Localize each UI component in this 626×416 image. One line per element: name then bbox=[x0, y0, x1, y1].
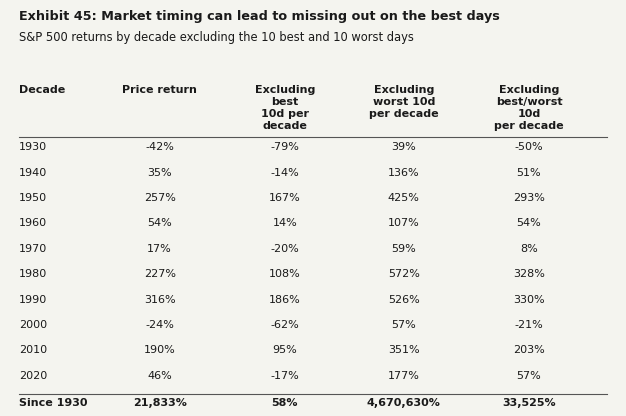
Text: Excluding
worst 10d
per decade: Excluding worst 10d per decade bbox=[369, 85, 439, 119]
Text: 190%: 190% bbox=[144, 345, 175, 355]
Text: 203%: 203% bbox=[513, 345, 545, 355]
Text: 21,833%: 21,833% bbox=[133, 398, 187, 408]
Text: 8%: 8% bbox=[520, 244, 538, 254]
Text: 51%: 51% bbox=[516, 168, 541, 178]
Text: 328%: 328% bbox=[513, 269, 545, 279]
Text: -42%: -42% bbox=[145, 142, 174, 152]
Text: Since 1930: Since 1930 bbox=[19, 398, 87, 408]
Text: 39%: 39% bbox=[391, 142, 416, 152]
Text: 4,670,630%: 4,670,630% bbox=[367, 398, 441, 408]
Text: Decade: Decade bbox=[19, 85, 65, 95]
Text: 293%: 293% bbox=[513, 193, 545, 203]
Text: 316%: 316% bbox=[144, 295, 175, 305]
Text: 2020: 2020 bbox=[19, 371, 47, 381]
Text: Exhibit 45: Market timing can lead to missing out on the best days: Exhibit 45: Market timing can lead to mi… bbox=[19, 10, 500, 23]
Text: 57%: 57% bbox=[391, 320, 416, 330]
Text: 33,525%: 33,525% bbox=[502, 398, 556, 408]
Text: 227%: 227% bbox=[143, 269, 176, 279]
Text: Excluding
best/worst
10d
per decade: Excluding best/worst 10d per decade bbox=[494, 85, 564, 131]
Text: -62%: -62% bbox=[270, 320, 299, 330]
Text: 17%: 17% bbox=[147, 244, 172, 254]
Text: 425%: 425% bbox=[388, 193, 419, 203]
Text: 1970: 1970 bbox=[19, 244, 47, 254]
Text: -17%: -17% bbox=[270, 371, 299, 381]
Text: 186%: 186% bbox=[269, 295, 300, 305]
Text: 330%: 330% bbox=[513, 295, 545, 305]
Text: 14%: 14% bbox=[272, 218, 297, 228]
Text: Price return: Price return bbox=[122, 85, 197, 95]
Text: -24%: -24% bbox=[145, 320, 174, 330]
Text: S&P 500 returns by decade excluding the 10 best and 10 worst days: S&P 500 returns by decade excluding the … bbox=[19, 31, 414, 44]
Text: 1990: 1990 bbox=[19, 295, 47, 305]
Text: 57%: 57% bbox=[516, 371, 541, 381]
Text: 136%: 136% bbox=[388, 168, 419, 178]
Text: 257%: 257% bbox=[144, 193, 175, 203]
Text: 58%: 58% bbox=[272, 398, 298, 408]
Text: -79%: -79% bbox=[270, 142, 299, 152]
Text: -21%: -21% bbox=[515, 320, 543, 330]
Text: -50%: -50% bbox=[515, 142, 543, 152]
Text: 1930: 1930 bbox=[19, 142, 47, 152]
Text: 177%: 177% bbox=[388, 371, 419, 381]
Text: 2010: 2010 bbox=[19, 345, 47, 355]
Text: 59%: 59% bbox=[391, 244, 416, 254]
Text: 526%: 526% bbox=[388, 295, 419, 305]
Text: 107%: 107% bbox=[388, 218, 419, 228]
Text: 2000: 2000 bbox=[19, 320, 47, 330]
Text: 1940: 1940 bbox=[19, 168, 47, 178]
Text: -20%: -20% bbox=[270, 244, 299, 254]
Text: 572%: 572% bbox=[388, 269, 419, 279]
Text: Excluding
best
10d per
decade: Excluding best 10d per decade bbox=[255, 85, 315, 131]
Text: 351%: 351% bbox=[388, 345, 419, 355]
Text: 46%: 46% bbox=[147, 371, 172, 381]
Text: 95%: 95% bbox=[272, 345, 297, 355]
Text: 1980: 1980 bbox=[19, 269, 47, 279]
Text: -14%: -14% bbox=[270, 168, 299, 178]
Text: 54%: 54% bbox=[516, 218, 541, 228]
Text: 54%: 54% bbox=[147, 218, 172, 228]
Text: 1960: 1960 bbox=[19, 218, 47, 228]
Text: 1950: 1950 bbox=[19, 193, 47, 203]
Text: 167%: 167% bbox=[269, 193, 300, 203]
Text: 35%: 35% bbox=[147, 168, 172, 178]
Text: 108%: 108% bbox=[269, 269, 300, 279]
